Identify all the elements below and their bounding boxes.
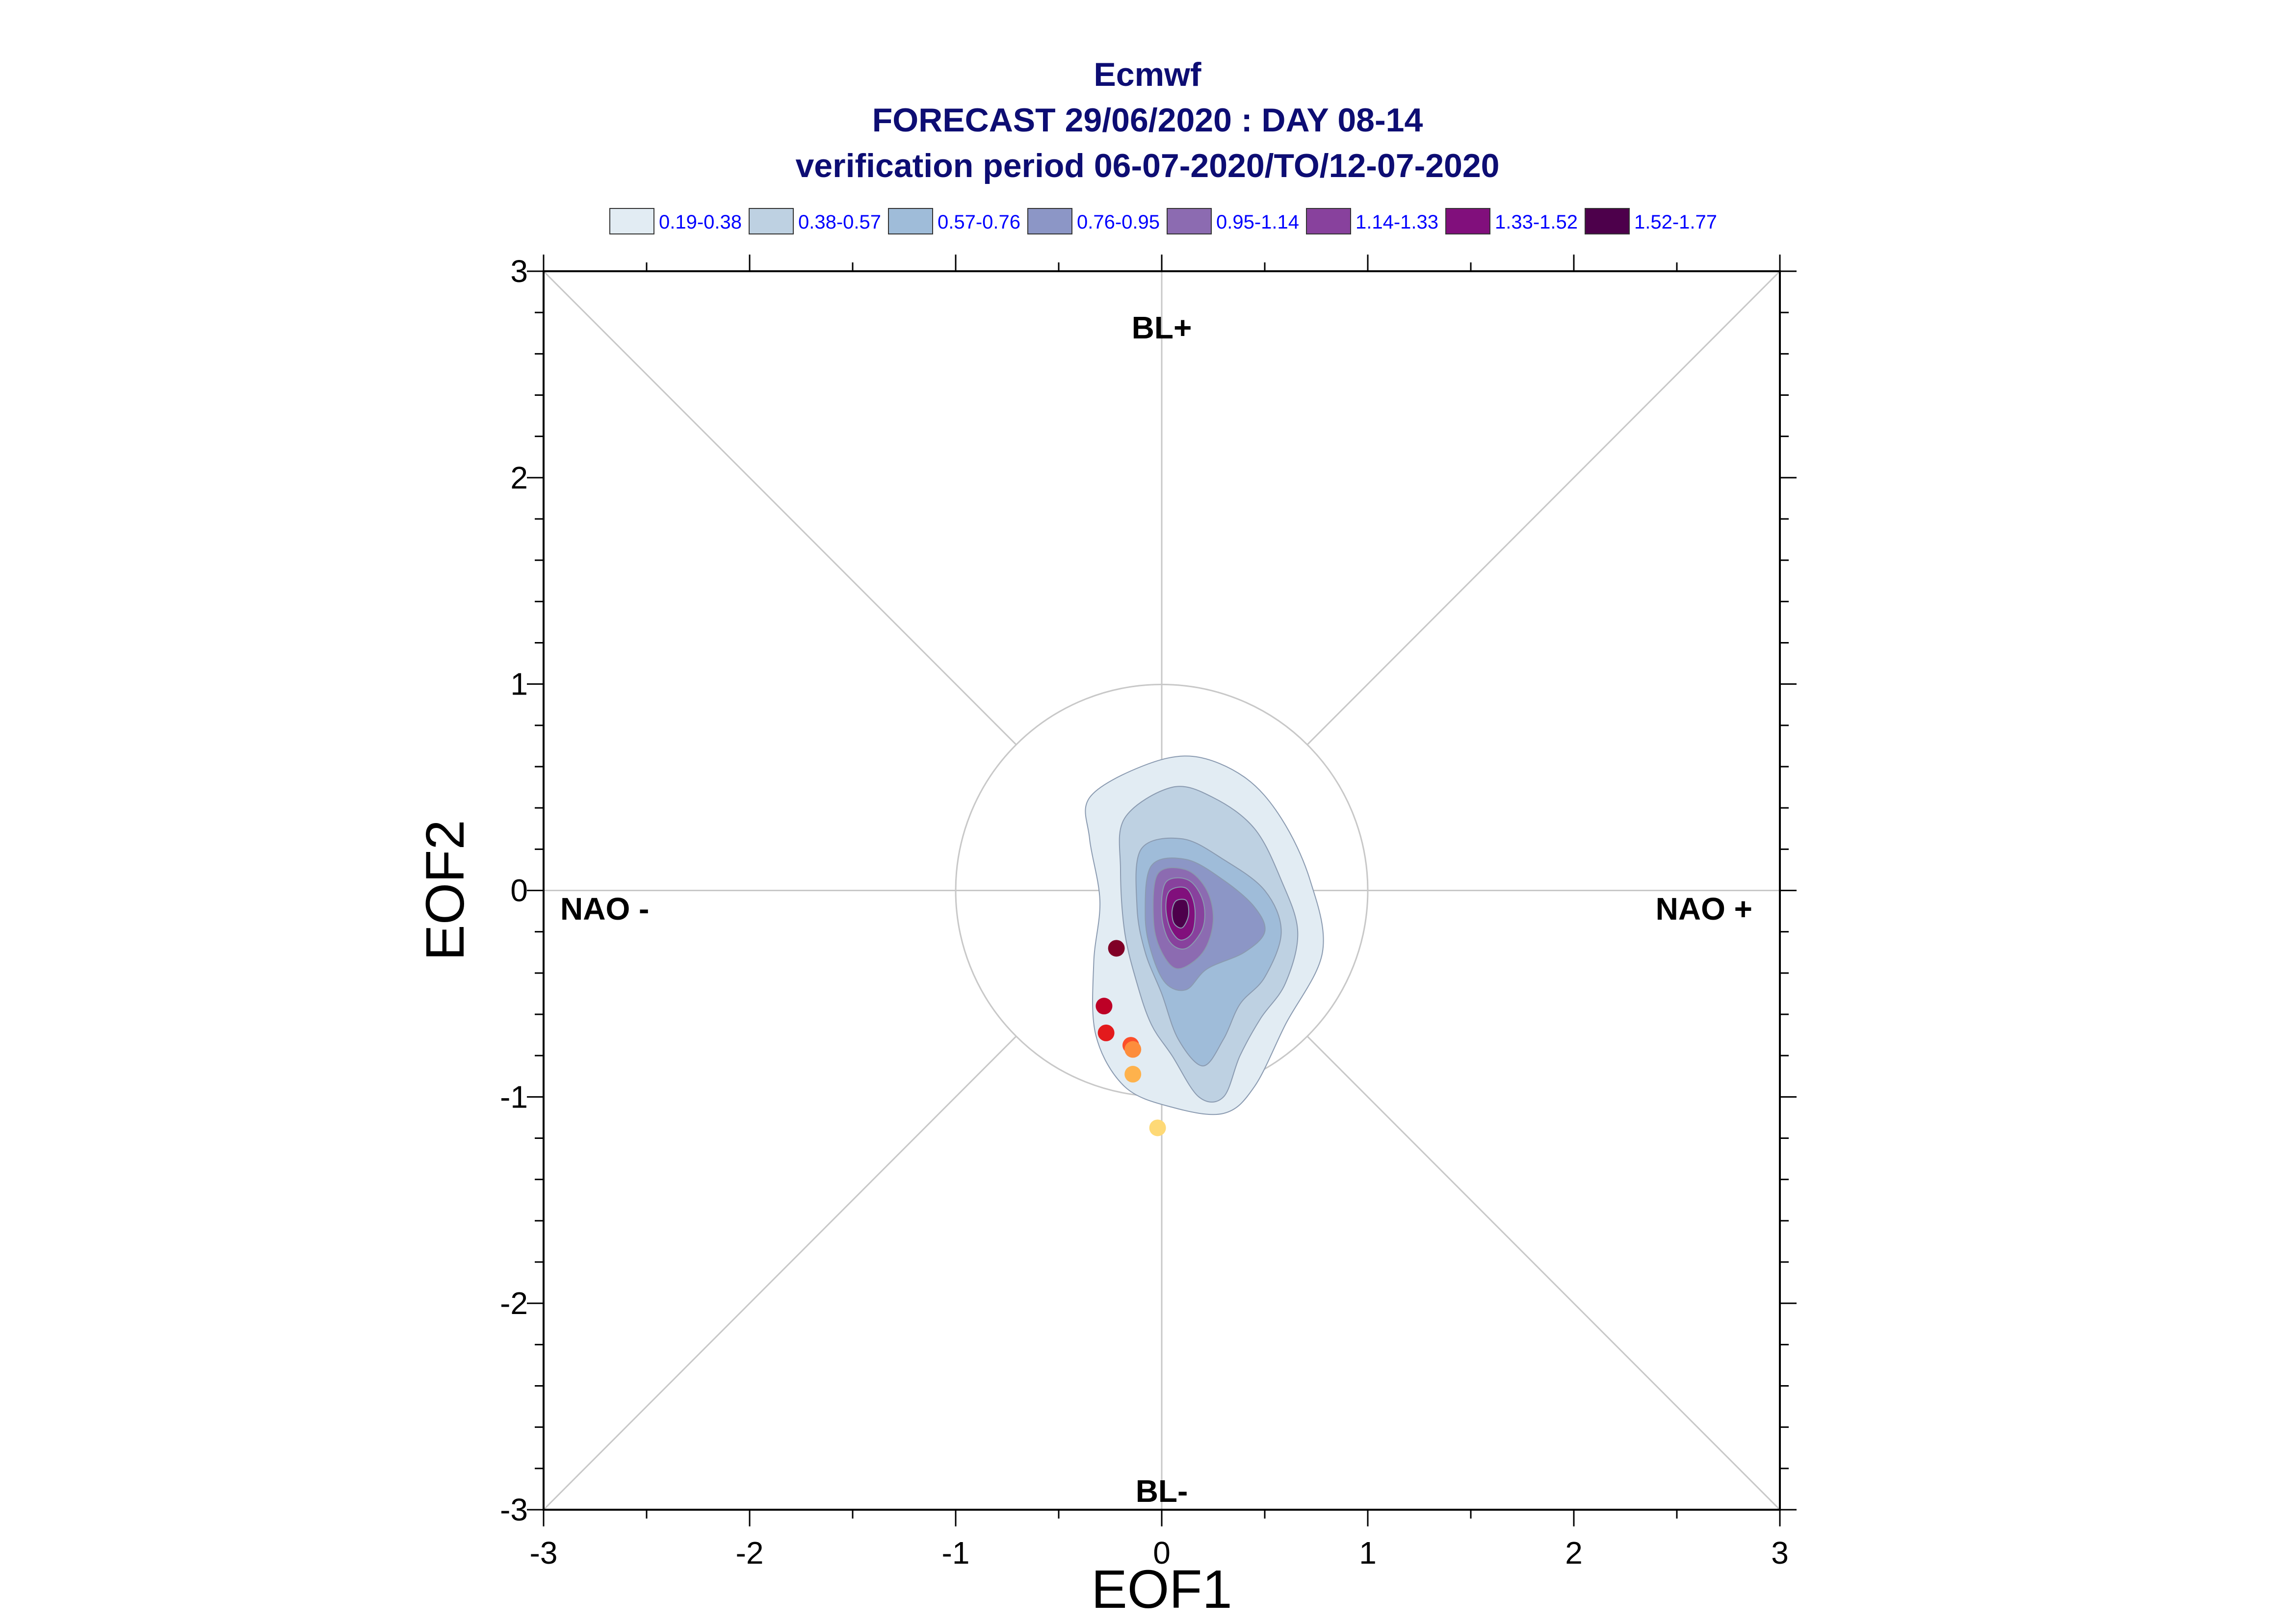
chart-title-line-1: Ecmwf (1094, 56, 1201, 93)
legend-label: 1.33-1.52 (1495, 211, 1578, 233)
x-tick-label: 1 (1359, 1535, 1377, 1571)
data-point (1149, 1119, 1166, 1136)
regime-label-top: BL+ (1132, 310, 1192, 345)
regime-label-right: NAO + (1656, 891, 1752, 927)
data-point (1097, 1024, 1115, 1041)
ensemble-points (1095, 940, 1166, 1136)
legend-label: 1.14-1.33 (1356, 211, 1438, 233)
data-point (1124, 1066, 1142, 1083)
legend-label: 0.38-0.57 (798, 211, 881, 233)
y-tick-label: -1 (500, 1079, 528, 1114)
y-tick-label: 2 (510, 460, 528, 495)
legend-swatch (1585, 208, 1630, 234)
chart-title-line-2: FORECAST 29/06/2020 : DAY 08-14 (872, 102, 1423, 139)
data-point (1095, 998, 1113, 1015)
legend-swatch (609, 208, 654, 234)
legend-label: 1.52-1.77 (1634, 211, 1717, 233)
regime-label-bottom: BL- (1136, 1473, 1188, 1509)
legend-swatch (749, 208, 794, 234)
y-tick-label: -2 (500, 1286, 528, 1321)
regime-label-left: NAO - (560, 891, 649, 927)
density-contour (1171, 899, 1190, 928)
legend-swatch (888, 208, 933, 234)
y-tick-label: 3 (510, 254, 528, 289)
y-tick-label: -3 (500, 1492, 528, 1527)
x-tick-label: 2 (1565, 1535, 1583, 1571)
axis-ticks: -3 -2 -1 0 1 2 3 -3 -2 -1 0 1 2 3 (500, 254, 1797, 1571)
legend-label: 0.57-0.76 (938, 211, 1020, 233)
x-tick-label: -1 (942, 1535, 970, 1571)
y-tick-label: 1 (510, 667, 528, 702)
data-point (1108, 940, 1125, 957)
density-contours (1085, 755, 1324, 1115)
legend-swatch (1445, 208, 1490, 234)
chart-title-line-3: verification period 06-07-2020/TO/12-07-… (795, 147, 1499, 184)
legend-swatch (1167, 208, 1212, 234)
x-tick-label: 3 (1771, 1535, 1789, 1571)
legend-swatch (1306, 208, 1351, 234)
x-tick-label: -3 (530, 1535, 558, 1571)
x-tick-label: -2 (736, 1535, 764, 1571)
legend-label: 0.95-1.14 (1216, 211, 1299, 233)
legend-label: 0.19-0.38 (659, 211, 742, 233)
y-axis-label: EOF2 (415, 820, 475, 960)
x-tick-label: 0 (1153, 1535, 1171, 1571)
legend: 0.19-0.38 0.38-0.57 0.57-0.76 0.76-0.95 0.95… (609, 208, 1717, 234)
data-point (1124, 1041, 1142, 1058)
legend-swatch (1027, 208, 1072, 234)
legend-label: 0.76-0.95 (1077, 211, 1160, 233)
x-axis-label: EOF1 (1091, 1559, 1232, 1620)
y-tick-label: 0 (510, 873, 528, 908)
